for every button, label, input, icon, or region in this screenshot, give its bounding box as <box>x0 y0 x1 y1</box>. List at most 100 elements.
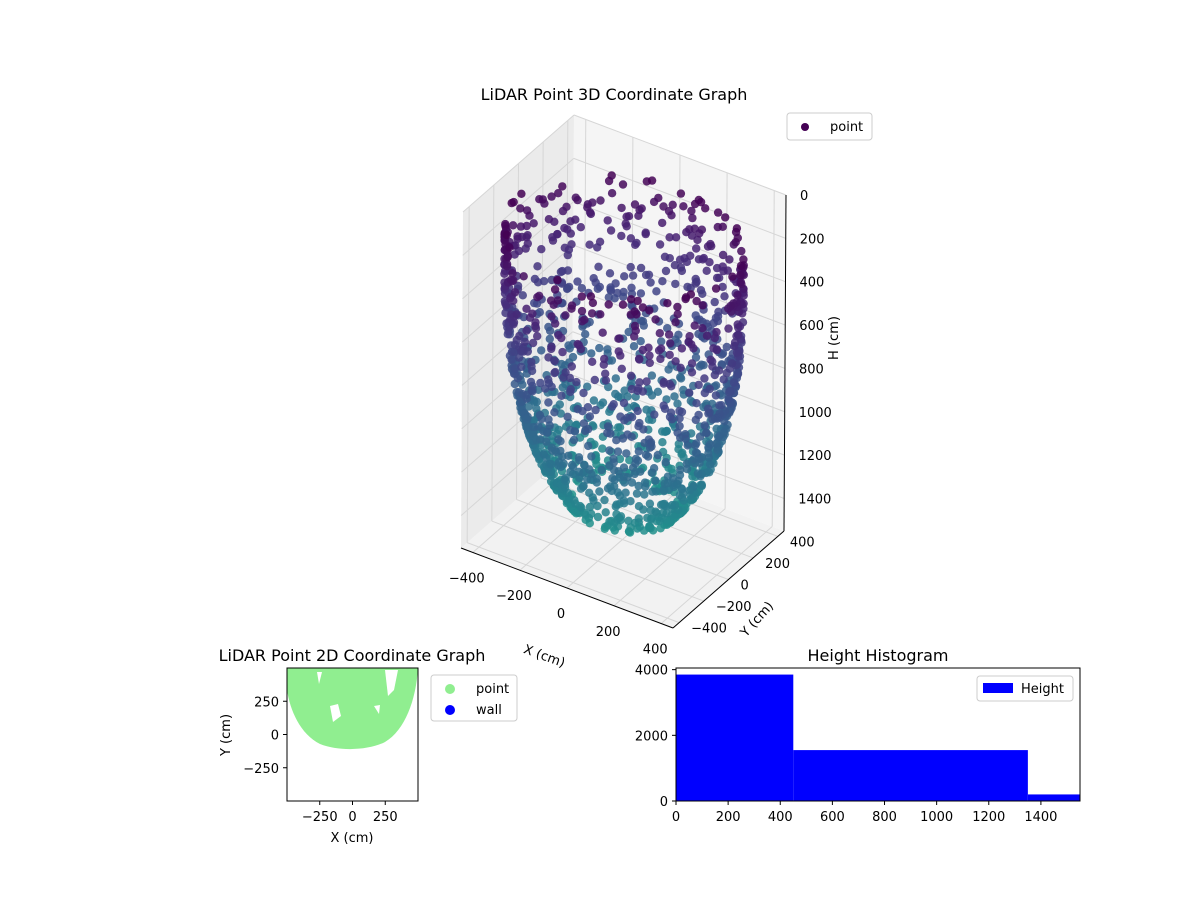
lidar-point <box>589 396 599 405</box>
lidar-point <box>642 377 651 386</box>
lidar-point <box>567 460 577 470</box>
lidar-point <box>632 489 642 498</box>
lidar-point <box>585 502 595 512</box>
lidar-point <box>722 342 731 352</box>
histogram-title: Height Histogram <box>808 646 949 665</box>
lidar-point <box>660 479 669 488</box>
lidar-point <box>630 321 640 331</box>
lidar-point <box>587 509 596 518</box>
lidar-point <box>601 508 610 517</box>
lidar-point <box>608 474 617 483</box>
x-tick-label: 400 <box>768 810 793 825</box>
lidar-point <box>531 318 540 327</box>
z-tick-label: 1400 <box>798 492 831 507</box>
lidar-point <box>634 514 643 523</box>
lidar-point <box>594 262 603 271</box>
lidar-point <box>600 495 609 505</box>
lidar-point <box>705 258 714 267</box>
grid-line <box>573 201 786 283</box>
lidar-point <box>606 482 615 491</box>
lidar-point <box>547 382 556 391</box>
lidar-point <box>634 211 643 220</box>
lidar-point <box>626 371 636 380</box>
lidar-point <box>509 296 518 305</box>
lidar-point <box>616 412 625 421</box>
lidar-point <box>658 427 667 436</box>
lidar-point <box>647 371 657 380</box>
lidar-point <box>733 233 742 243</box>
y-tick-label: 0 <box>660 795 668 810</box>
lidar-point <box>584 424 593 434</box>
lidar-point <box>698 289 707 298</box>
lidar-point <box>561 368 570 377</box>
lidar-point <box>653 450 662 460</box>
lidar-point <box>537 346 546 355</box>
lidar-point <box>621 219 630 228</box>
lidar-point <box>739 291 748 300</box>
lidar-point <box>575 501 585 511</box>
lidar-point <box>698 301 707 310</box>
lidar-point <box>535 291 544 300</box>
lidar-point <box>630 332 639 341</box>
lidar-point <box>681 294 690 304</box>
lidar-point <box>692 399 701 408</box>
lidar-point <box>522 206 532 215</box>
lidar-point <box>624 516 633 525</box>
lidar-point <box>664 365 673 374</box>
lidar-point <box>718 349 728 358</box>
grid-line <box>491 520 705 602</box>
lidar-point <box>713 316 723 326</box>
lidar-point <box>618 180 628 189</box>
chart-3d: LiDAR Point 3D Coordinate Graph −400 −200… <box>449 85 873 671</box>
grid-line <box>724 172 728 509</box>
lidar-point <box>634 481 643 491</box>
lidar-point <box>718 250 728 260</box>
lidar-point <box>671 233 681 242</box>
lidar-point <box>588 298 598 308</box>
lidar-point <box>664 330 674 339</box>
lidar-point <box>612 500 621 509</box>
lidar-point <box>647 468 656 477</box>
lidar-point <box>691 441 700 450</box>
point-region <box>287 668 418 750</box>
lidar-point <box>671 279 680 289</box>
lidar-point <box>676 465 685 474</box>
lidar-point <box>673 302 682 312</box>
lidar-point <box>535 195 544 204</box>
lidar-point <box>562 284 572 294</box>
lidar-point <box>693 469 703 478</box>
lidar-point <box>724 304 733 313</box>
lidar-point <box>584 441 593 451</box>
gap-region <box>330 704 341 722</box>
lidar-point <box>519 272 528 281</box>
lidar-point <box>523 412 532 421</box>
x-tick-label: −250 <box>302 810 338 825</box>
chart-2d-plot-area <box>287 668 418 750</box>
lidar-point <box>640 490 649 499</box>
lidar-point <box>661 266 671 276</box>
lidar-point <box>501 219 510 229</box>
lidar-point <box>570 496 579 505</box>
lidar-point <box>518 291 527 300</box>
lidar-point <box>505 243 514 252</box>
lidar-point <box>730 342 739 351</box>
lidar-point <box>600 354 609 364</box>
chart-2d-x-label: X (cm) <box>331 831 374 846</box>
lidar-point <box>507 355 516 364</box>
lidar-point <box>630 200 640 209</box>
lidar-point <box>502 262 512 271</box>
lidar-point <box>710 370 719 380</box>
lidar-point <box>699 361 708 370</box>
lidar-point <box>700 374 709 383</box>
lidar-point <box>690 321 699 330</box>
lidar-point <box>687 368 697 377</box>
lidar-point <box>684 337 693 346</box>
lidar-point <box>523 347 532 356</box>
lidar-point <box>666 339 675 348</box>
lidar-point <box>701 204 710 213</box>
lidar-point <box>736 270 745 280</box>
lidar-point <box>724 394 733 404</box>
lidar-point <box>576 223 585 232</box>
lidar-point <box>663 472 673 481</box>
lidar-point <box>627 283 636 292</box>
